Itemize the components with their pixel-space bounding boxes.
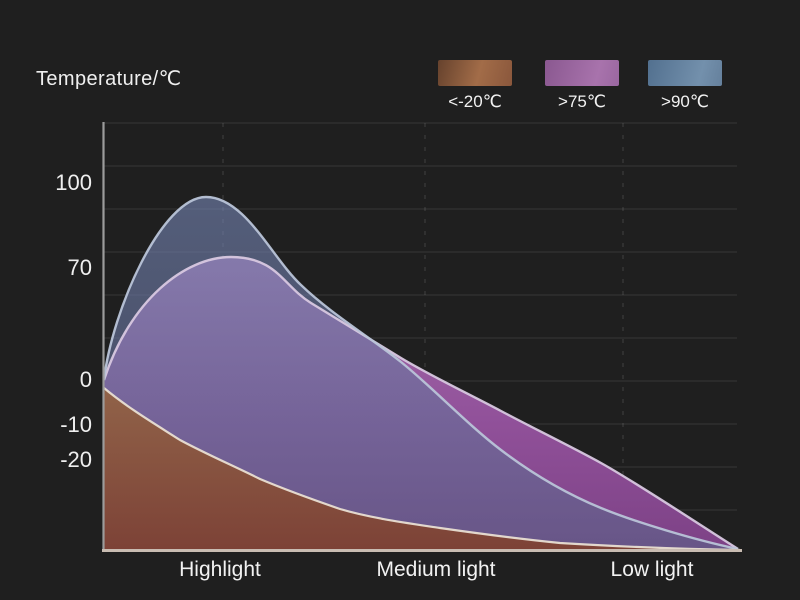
legend-swatch-75c — [545, 60, 619, 86]
curve-75c-stroke — [102, 255, 739, 551]
legend-item-cold: <-20℃ — [427, 60, 523, 112]
y-tick-100: 100 — [55, 170, 92, 195]
y-tick-neg20: -20 — [60, 447, 92, 472]
legend-swatch-90c — [648, 60, 722, 86]
legend: <-20℃ >75℃ >90℃ — [0, 0, 800, 120]
x-label-medium-light: Medium light — [376, 558, 496, 581]
legend-item-90c: >90℃ — [637, 60, 733, 112]
legend-label-90c: >90℃ — [661, 92, 709, 111]
y-tick-70: 70 — [67, 255, 92, 280]
area-cold — [104, 388, 740, 552]
legend-swatch-cold — [438, 60, 512, 86]
y-tick-0: 0 — [79, 367, 92, 392]
x-label-low-light: Low light — [610, 558, 694, 581]
area-90c — [104, 197, 738, 552]
curve-90c-stroke — [102, 195, 739, 551]
legend-label-cold: <-20℃ — [448, 92, 502, 111]
y-tick-neg10: -10 — [60, 412, 92, 437]
legend-item-75c: >75℃ — [534, 60, 630, 112]
x-label-highlight: Highlight — [179, 558, 261, 581]
chart-title: Temperature/℃ — [36, 68, 182, 90]
legend-label-75c: >75℃ — [558, 92, 606, 111]
curve-cold-stroke — [103, 387, 741, 552]
